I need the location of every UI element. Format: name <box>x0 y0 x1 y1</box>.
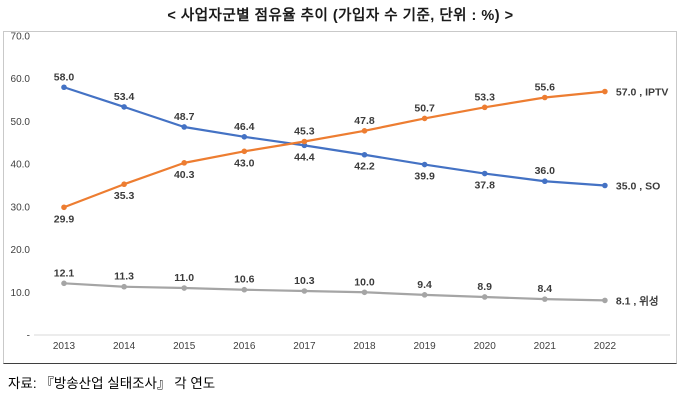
data-point-label: 40.3 <box>174 169 195 181</box>
data-point <box>241 148 248 155</box>
y-axis-tick-label: 30.0 <box>11 202 31 213</box>
data-point-label: 50.7 <box>414 102 435 114</box>
data-point-label: 29.9 <box>54 213 75 225</box>
x-axis-label: 2015 <box>173 341 196 352</box>
data-point <box>602 297 608 304</box>
y-axis-tick-label: 50.0 <box>11 117 31 128</box>
x-axis-label: 2014 <box>113 341 136 352</box>
data-point-label: 12.1 <box>54 267 75 279</box>
data-point-label: 53.4 <box>114 91 135 103</box>
y-axis-tick-label: - <box>27 331 30 342</box>
data-point-label: 48.7 <box>174 111 195 123</box>
data-point-label: 10.6 <box>234 274 255 286</box>
chart-title: < 사업자군별 점유율 추이 (가입자 수 기준, 단위 : %) > <box>167 8 514 24</box>
data-point <box>241 286 248 293</box>
data-point <box>121 104 127 110</box>
data-point <box>61 280 67 287</box>
y-axis-tick-label: 70.0 <box>11 32 31 43</box>
data-point-label: 36.0 <box>535 165 556 177</box>
y-axis-tick-label: 10.0 <box>11 288 31 299</box>
data-point <box>181 124 187 130</box>
source-note: 자료: 『방송산업 실태조사』 각 연도 <box>8 376 216 391</box>
data-point-label: 44.4 <box>294 151 315 163</box>
data-point-label: 8.4 <box>537 283 552 295</box>
data-point-label: 10.0 <box>354 276 375 288</box>
x-axis-label: 2018 <box>353 341 376 352</box>
x-axis-label: 2019 <box>413 341 436 352</box>
series-end-label: 8.1 , 위성 <box>616 294 659 307</box>
data-point-label: 46.4 <box>234 121 255 133</box>
data-point <box>602 88 608 95</box>
x-axis-label: 2016 <box>233 341 256 352</box>
data-point <box>361 128 368 134</box>
data-point <box>61 204 67 211</box>
data-point <box>421 115 428 122</box>
data-point-label: 11.0 <box>174 272 194 284</box>
x-axis-label: 2020 <box>474 341 497 352</box>
data-point-label: 35.3 <box>114 190 135 202</box>
data-point-label: 43.0 <box>234 157 255 169</box>
data-point <box>542 94 548 101</box>
data-point-label: 55.6 <box>535 82 556 94</box>
data-point-label: 53.3 <box>474 91 495 103</box>
data-point-label: 45.3 <box>294 126 315 138</box>
data-point-label: 9.4 <box>417 279 432 291</box>
data-point <box>181 285 187 291</box>
data-point <box>121 181 127 188</box>
data-point <box>301 142 308 149</box>
x-axis-label: 2017 <box>293 341 316 352</box>
data-point-label: 47.8 <box>354 115 375 127</box>
line-chart: - 10.0 20.0 30.0 40.0 50.0 60.0 70.0 2013 2014 201… <box>11 32 670 352</box>
data-point <box>181 160 187 166</box>
data-point <box>421 292 428 298</box>
data-point-label: 10.3 <box>294 275 315 287</box>
data-point-label: 58.0 <box>54 71 75 83</box>
data-point-label: 37.8 <box>474 180 495 192</box>
series-end-label: 35.0 , SO <box>616 181 660 193</box>
data-point <box>542 296 548 302</box>
data-point <box>481 104 488 111</box>
data-point <box>421 161 428 168</box>
data-point-label: 8.9 <box>477 281 492 293</box>
y-axis-tick-label: 20.0 <box>11 245 31 256</box>
y-axis-tick-label: 40.0 <box>11 160 31 171</box>
x-axis-label: 2022 <box>594 341 617 352</box>
x-axis-label: 2021 <box>534 341 557 352</box>
data-point <box>602 182 608 189</box>
data-point <box>301 138 308 145</box>
y-axis-tick-label: 60.0 <box>11 74 31 85</box>
data-point <box>121 283 127 290</box>
series-end-label: 57.0 , IPTV <box>616 87 669 99</box>
x-axis-label: 2013 <box>53 341 76 352</box>
series-line-IPTV <box>62 90 607 209</box>
data-point <box>542 178 548 185</box>
series-line-SO <box>62 86 607 187</box>
chart-area: - 10.0 20.0 30.0 40.0 50.0 60.0 70.0 2013 2014 201… <box>3 31 677 364</box>
data-point-label: 39.9 <box>414 171 435 183</box>
data-point <box>361 151 368 158</box>
data-point <box>481 294 488 300</box>
data-point <box>361 289 368 296</box>
data-point-label: 11.3 <box>114 271 134 283</box>
data-point <box>61 84 67 91</box>
data-point-label: 42.2 <box>354 161 375 173</box>
data-point <box>241 134 248 140</box>
data-point <box>301 288 308 294</box>
series-line-위성 <box>62 282 607 302</box>
data-point <box>481 170 488 177</box>
